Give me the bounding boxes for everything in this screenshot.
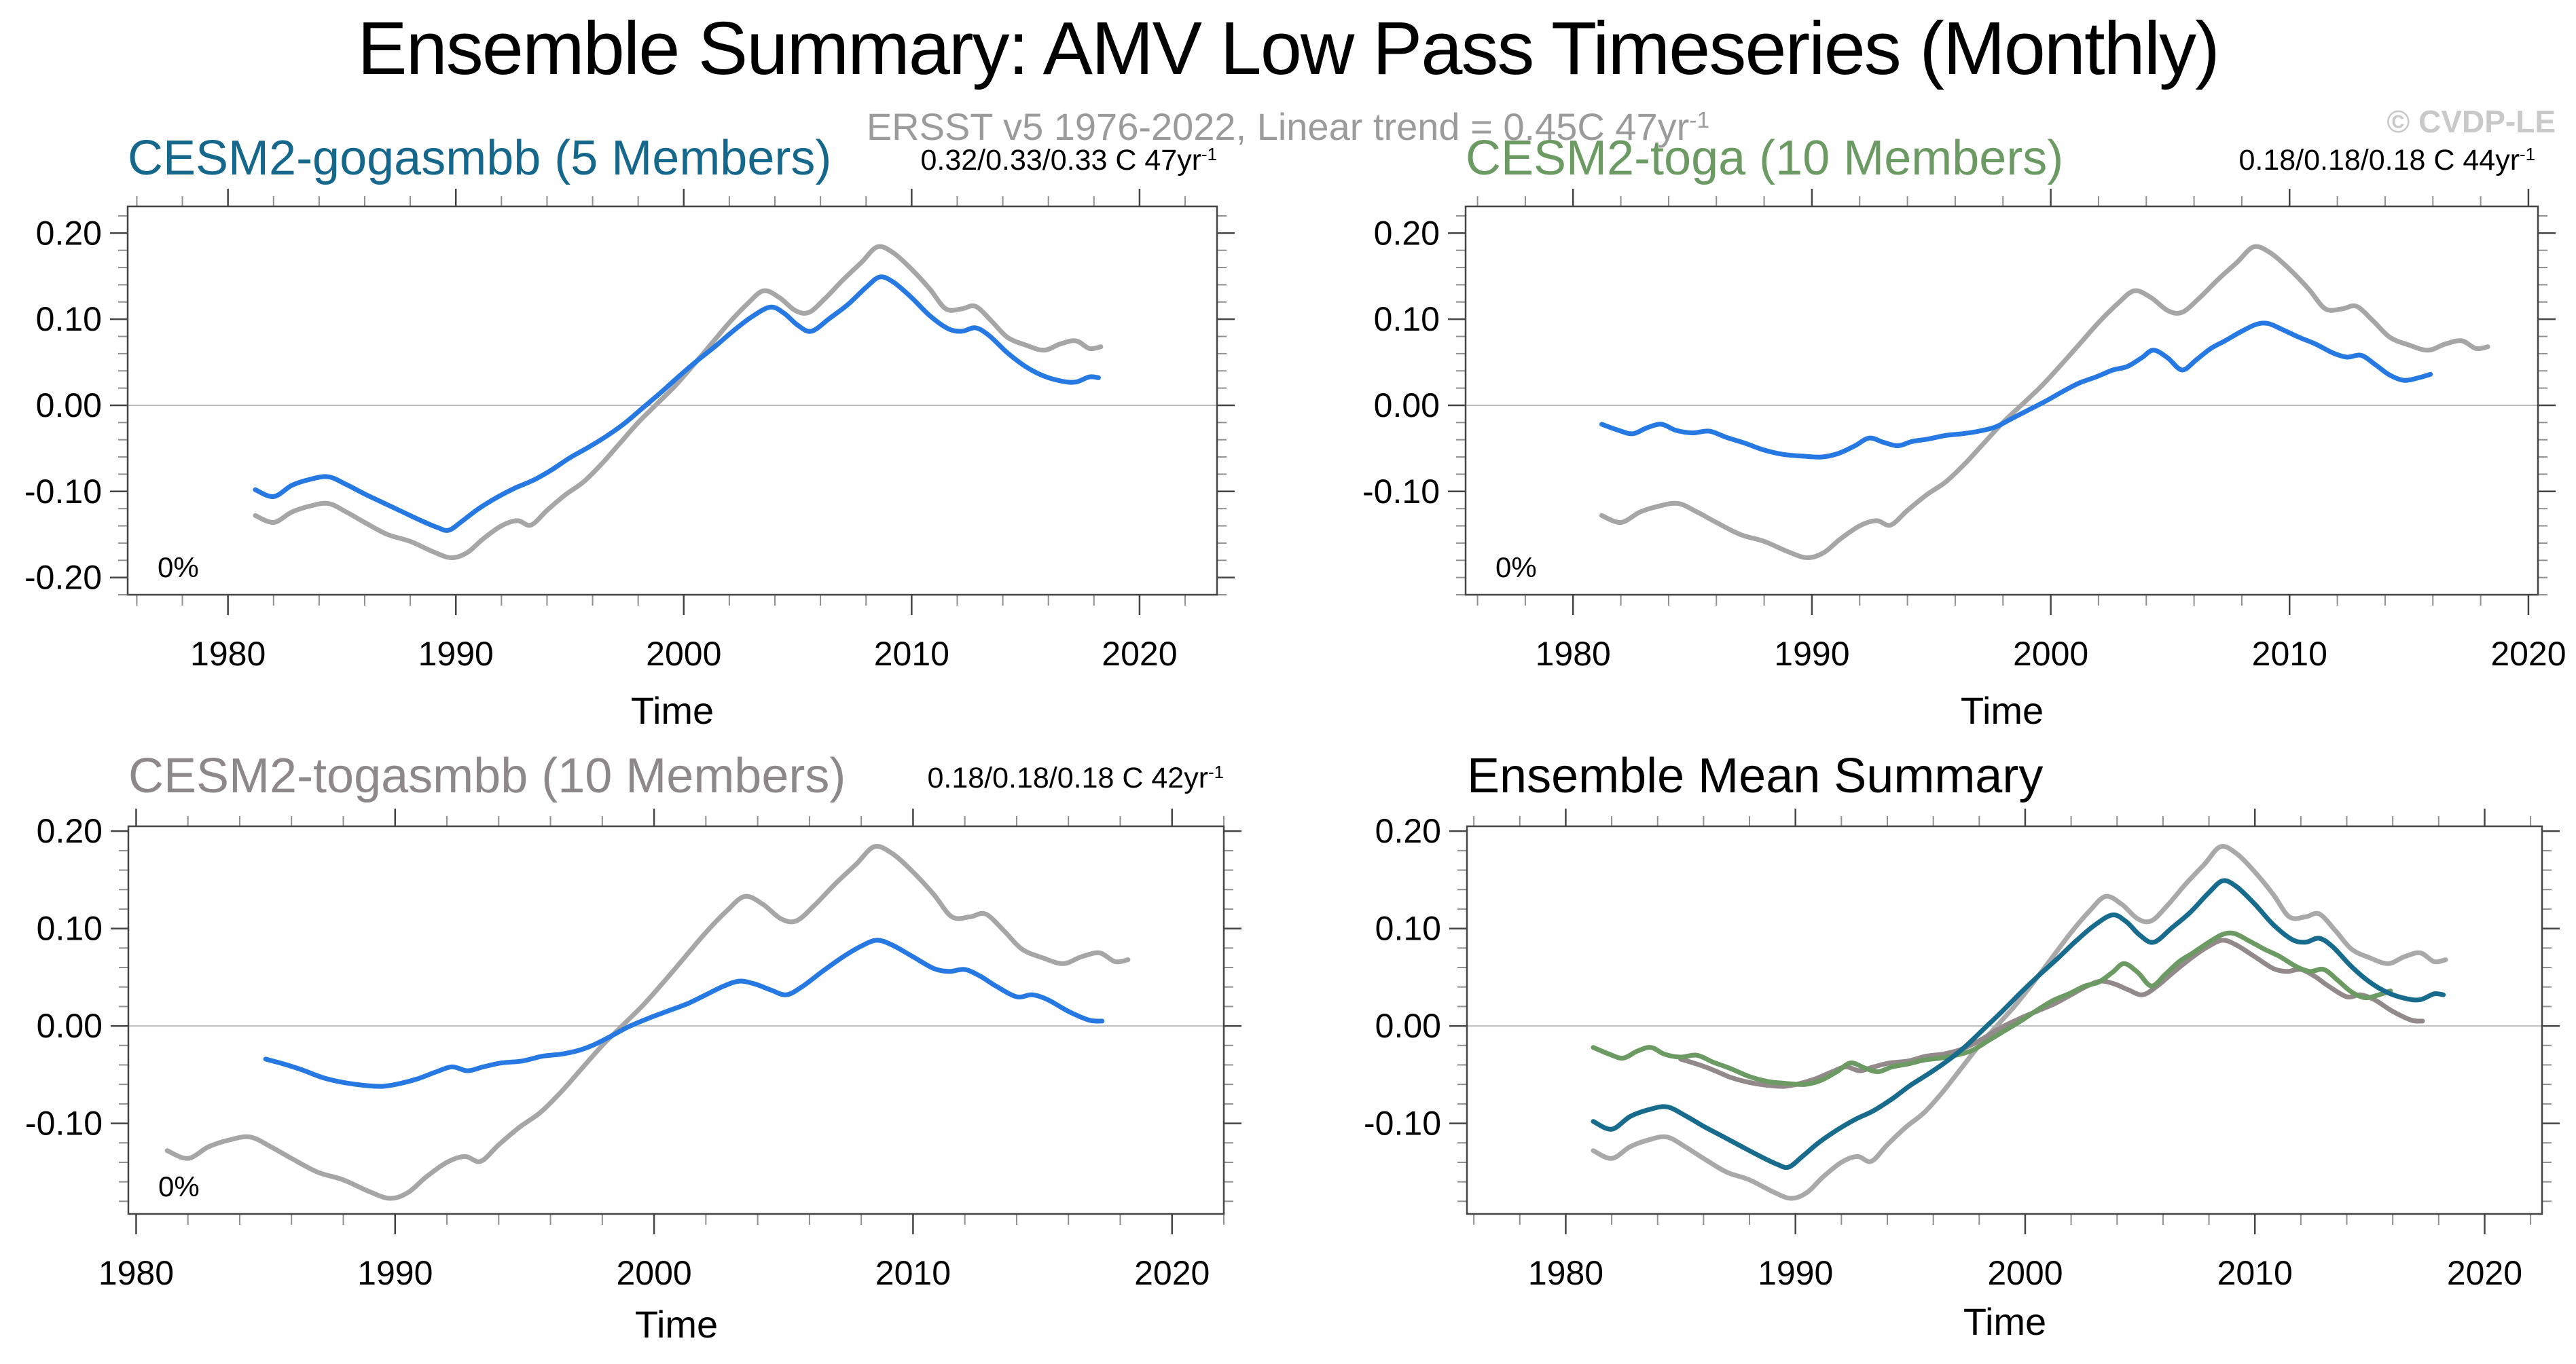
zero-percent-label: 0% <box>158 551 199 583</box>
x-tick-label: 2000 <box>1987 1254 2063 1292</box>
y-tick-label: -0.20 <box>24 559 102 597</box>
panel-frame-bottom-right <box>1466 825 2543 1215</box>
y-tick-label: 0.10 <box>37 910 103 948</box>
x-tick-label: 2000 <box>646 635 721 673</box>
x-tick-label: 2000 <box>616 1254 691 1292</box>
y-tick-label: -0.10 <box>1364 1105 1441 1143</box>
y-tick-label: 0.20 <box>36 214 102 252</box>
x-tick-label: 1980 <box>98 1254 174 1292</box>
trend-superscript: -1 <box>1201 145 1217 164</box>
zero-percent-label: 0% <box>1495 551 1537 583</box>
panel-title-gogasmbb: CESM2-gogasmbb (5 Members) <box>128 131 832 185</box>
y-tick-label: 0.20 <box>37 812 103 850</box>
x-tick-label: 2020 <box>1102 635 1177 673</box>
gogasmbb-line <box>253 274 1101 533</box>
x-tick-label: 1980 <box>1536 635 1611 673</box>
trend-label-togasmbb: 0.18/0.18/0.18 C 42yr-1 <box>927 762 1224 795</box>
y-tick-label: 0.00 <box>37 1007 103 1045</box>
obs-line <box>253 244 1104 560</box>
y-tick-label: 0.10 <box>36 300 102 338</box>
y-tick-label: 0.10 <box>1374 300 1440 338</box>
chart-subtitle: ERSST v5 1976-2022, Linear trend = 0.45C… <box>0 105 2576 149</box>
page-title: Ensemble Summary: AMV Low Pass Timeserie… <box>357 7 2220 90</box>
x-axis-label-bottom-left: Time <box>634 1303 719 1346</box>
panel-title-ensemble-mean: Ensemble Mean Summary <box>1467 749 2044 803</box>
y-tick-label: -0.10 <box>24 473 102 511</box>
x-tick-label: 2020 <box>2490 635 2566 673</box>
togasmbb-line <box>263 938 1105 1089</box>
x-tick-label: 1980 <box>190 635 266 673</box>
y-tick-label: -0.10 <box>1362 473 1440 511</box>
trend-superscript: -1 <box>2520 145 2535 164</box>
panel-frame-top-right <box>1464 205 2539 596</box>
y-tick-label: 0.00 <box>36 386 102 424</box>
y-tick-label: 0.00 <box>1375 1007 1441 1045</box>
subtitle-superscript: -1 <box>1689 107 1710 133</box>
subtitle-text: ERSST v5 1976-2022, Linear trend = 0.45C… <box>866 105 1690 148</box>
trend-value: 0.18/0.18/0.18 C 42yr <box>927 762 1209 794</box>
x-tick-label: 2010 <box>2217 1254 2293 1292</box>
x-tick-label: 2010 <box>874 635 949 673</box>
obs-line <box>164 844 1131 1201</box>
x-axis-label-bottom-right: Time <box>1963 1300 2047 1343</box>
trend-superscript: -1 <box>1208 762 1224 782</box>
panel-frame-bottom-left <box>127 825 1225 1215</box>
trend-label-toga: 0.18/0.18/0.18 C 44yr-1 <box>2238 144 2535 177</box>
obs-line <box>1599 244 2490 560</box>
trend-value: 0.18/0.18/0.18 C 44yr <box>2238 144 2520 177</box>
x-tick-label: 2000 <box>2013 635 2088 673</box>
cvdp-le-watermark: © CVDP-LE <box>2387 104 2556 139</box>
x-tick-label: 2010 <box>2252 635 2327 673</box>
panel-frame-top-left <box>126 205 1218 596</box>
y-tick-label: 0.00 <box>1374 386 1440 424</box>
y-tick-label: 0.20 <box>1375 812 1441 850</box>
y-tick-label: 0.20 <box>1374 214 1440 252</box>
x-tick-label: 1990 <box>1758 1254 1833 1292</box>
panel-title-toga: CESM2-toga (10 Members) <box>1466 131 2064 185</box>
x-tick-label: 2020 <box>2447 1254 2522 1292</box>
x-tick-label: 2010 <box>875 1254 951 1292</box>
panel-title-togasmbb: CESM2-togasmbb (10 Members) <box>128 749 846 803</box>
x-tick-label: 1990 <box>418 635 494 673</box>
trend-value: 0.32/0.33/0.33 C 47yr <box>920 144 1202 177</box>
x-tick-label: 2020 <box>1134 1254 1210 1292</box>
x-axis-label-top-left: Time <box>630 689 714 732</box>
toga-line <box>1591 930 2393 1087</box>
x-tick-label: 1990 <box>357 1254 433 1292</box>
toga-line <box>1599 320 2433 460</box>
trend-label-gogasmbb: 0.32/0.33/0.33 C 47yr-1 <box>920 144 1217 177</box>
x-tick-label: 1990 <box>1774 635 1849 673</box>
x-tick-label: 1980 <box>1528 1254 1603 1292</box>
gogasmbb-line <box>1591 878 2446 1171</box>
y-tick-label: 0.10 <box>1375 910 1441 948</box>
zero-percent-label: 0% <box>158 1171 200 1202</box>
y-tick-label: -0.10 <box>25 1105 103 1143</box>
x-axis-label-top-right: Time <box>1960 689 2044 732</box>
